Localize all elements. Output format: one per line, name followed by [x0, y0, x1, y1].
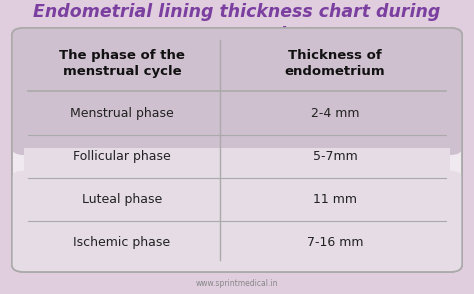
- FancyBboxPatch shape: [12, 28, 462, 155]
- Text: The phase of the
menstrual cycle: The phase of the menstrual cycle: [59, 49, 185, 78]
- Text: Thickness of
endometrium: Thickness of endometrium: [285, 49, 385, 78]
- Text: Follicular phase: Follicular phase: [73, 150, 171, 163]
- FancyBboxPatch shape: [12, 171, 462, 272]
- Text: Ischemic phase: Ischemic phase: [73, 236, 170, 249]
- Text: 7-16 mm: 7-16 mm: [307, 236, 364, 249]
- Text: www.sprintmedical.in: www.sprintmedical.in: [196, 279, 278, 288]
- FancyBboxPatch shape: [12, 28, 462, 272]
- Text: Luteal phase: Luteal phase: [82, 193, 162, 206]
- Text: 2-4 mm: 2-4 mm: [311, 107, 359, 120]
- Text: 5-7mm: 5-7mm: [313, 150, 357, 163]
- Text: Endometrial lining thickness chart during
pre-menopausal stage: Endometrial lining thickness chart durin…: [33, 3, 441, 44]
- Text: 11 mm: 11 mm: [313, 193, 357, 206]
- Text: Menstrual phase: Menstrual phase: [70, 107, 173, 120]
